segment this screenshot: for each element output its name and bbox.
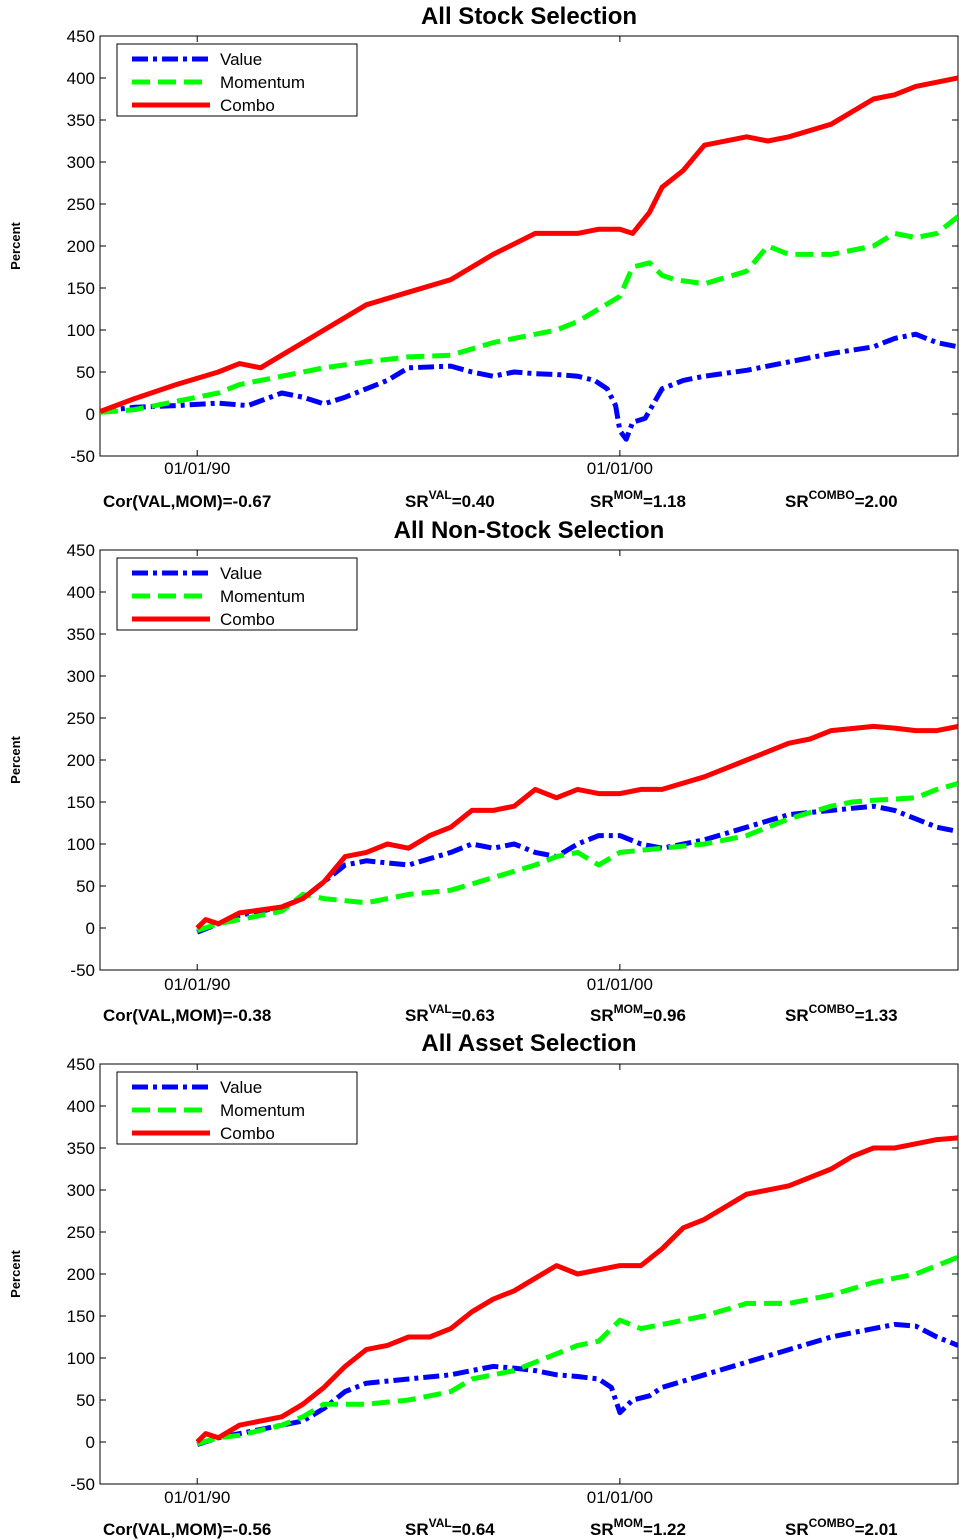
- stat-sr-momentum: SRMOM=1.22: [590, 1516, 686, 1539]
- y-tick-label: -50: [70, 961, 95, 980]
- series-line-value: [196, 1321, 958, 1447]
- series-line-momentum: [196, 781, 958, 933]
- y-axis-label: Percent: [8, 735, 23, 783]
- y-tick-label: 50: [76, 363, 95, 382]
- y-tick-label: 250: [67, 709, 95, 728]
- stat-sr-combo: SRCOMBO=1.33: [785, 1002, 898, 1025]
- y-tick-label: -50: [70, 1475, 95, 1494]
- x-tick-label: 01/01/90: [164, 459, 230, 478]
- x-tick-label: 01/01/00: [587, 459, 653, 478]
- legend-label-value: Value: [220, 50, 262, 69]
- stat-correlation: Cor(VAL,MOM)=-0.38: [103, 1006, 271, 1025]
- legend-label-value: Value: [220, 564, 262, 583]
- y-tick-label: 250: [67, 195, 95, 214]
- y-tick-label: 0: [86, 919, 95, 938]
- chart-panel-3: All Asset Selection -50 0 50 100 150 200 250 300…: [8, 1030, 959, 1539]
- y-tick-label: 150: [67, 793, 95, 812]
- chart-panel-1: All Stock Selection -50 0 50 100 150 200 250 300…: [8, 3, 959, 511]
- series-line-value: [100, 331, 958, 442]
- y-tick-label: 100: [67, 835, 95, 854]
- x-tick-label: 01/01/90: [164, 975, 230, 994]
- series-line-momentum: [100, 214, 958, 415]
- stat-correlation: Cor(VAL,MOM)=-0.67: [103, 492, 271, 511]
- chart-title: All Asset Selection: [421, 1030, 636, 1057]
- series-line-momentum: [196, 1254, 958, 1447]
- y-tick-label: 350: [67, 111, 95, 130]
- series-line-combo: [100, 75, 958, 414]
- legend-label-momentum: Momentum: [220, 73, 305, 92]
- y-tick-label: 300: [67, 153, 95, 172]
- x-tick-label: 01/01/00: [587, 975, 653, 994]
- y-tick-label: 50: [76, 1391, 95, 1410]
- legend-label-momentum: Momentum: [220, 587, 305, 606]
- y-tick-label: 0: [86, 1433, 95, 1452]
- y-tick-label: 350: [67, 625, 95, 644]
- y-tick-label: 400: [67, 69, 95, 88]
- chart-title: All Stock Selection: [421, 3, 637, 30]
- y-tick-label: 400: [67, 1097, 95, 1116]
- stat-sr-value: SRVAL=0.63: [405, 1002, 495, 1025]
- y-tick-label: 350: [67, 1139, 95, 1158]
- legend-label-combo: Combo: [220, 1124, 275, 1143]
- stat-sr-momentum: SRMOM=1.18: [590, 488, 686, 511]
- y-tick-label: 450: [67, 541, 95, 560]
- chart-title: All Non-Stock Selection: [394, 517, 665, 544]
- legend-label-value: Value: [220, 1078, 262, 1097]
- y-tick-label: 100: [67, 1349, 95, 1368]
- legend: Value Momentum Combo: [116, 557, 358, 631]
- legend-label-combo: Combo: [220, 96, 275, 115]
- legend: Value Momentum Combo: [116, 43, 358, 117]
- series-line-combo: [195, 723, 958, 930]
- stat-sr-combo: SRCOMBO=2.01: [785, 1516, 898, 1539]
- y-tick-label: 400: [67, 583, 95, 602]
- stat-correlation: Cor(VAL,MOM)=-0.56: [103, 1520, 271, 1539]
- stat-sr-value: SRVAL=0.40: [405, 488, 495, 511]
- y-tick-label: 200: [67, 237, 95, 256]
- x-tick-label: 01/01/90: [164, 1488, 230, 1507]
- y-tick-label: 200: [67, 1265, 95, 1284]
- chart-panel-2: All Non-Stock Selection -50 0 50 100 150 200 25…: [8, 517, 959, 1025]
- x-tick-label: 01/01/00: [587, 1488, 653, 1507]
- stat-sr-momentum: SRMOM=0.96: [590, 1002, 686, 1025]
- y-tick-label: 100: [67, 321, 95, 340]
- y-tick-label: 50: [76, 877, 95, 896]
- y-tick-label: 150: [67, 279, 95, 298]
- y-tick-label: 300: [67, 1181, 95, 1200]
- y-tick-label: 300: [67, 667, 95, 686]
- y-tick-label: 250: [67, 1223, 95, 1242]
- stat-sr-combo: SRCOMBO=2.00: [785, 488, 898, 511]
- y-tick-label: 450: [67, 1055, 95, 1074]
- stat-sr-value: SRVAL=0.64: [405, 1516, 495, 1539]
- series-line-value: [196, 803, 958, 935]
- legend: Value Momentum Combo: [116, 1071, 358, 1145]
- y-tick-label: 200: [67, 751, 95, 770]
- legend-label-combo: Combo: [220, 610, 275, 629]
- y-axis-label: Percent: [8, 221, 23, 269]
- y-axis-label: Percent: [8, 1249, 23, 1297]
- series-line-combo: [195, 1135, 958, 1444]
- legend-label-momentum: Momentum: [220, 1101, 305, 1120]
- y-tick-label: 450: [67, 27, 95, 46]
- y-tick-label: 0: [86, 405, 95, 424]
- y-tick-label: -50: [70, 447, 95, 466]
- y-tick-label: 150: [67, 1307, 95, 1326]
